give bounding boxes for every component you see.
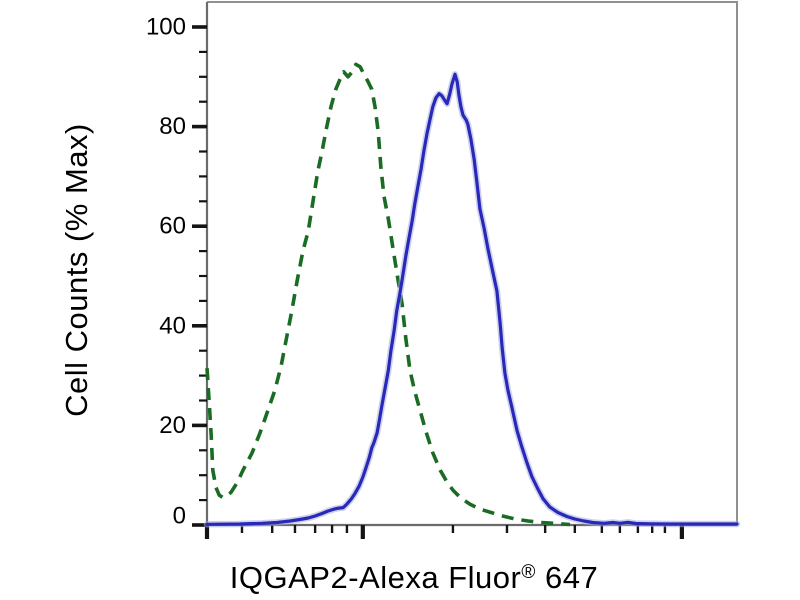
y-tick-label: 40	[159, 312, 186, 339]
x-axis-title-main: IQGAP2-Alexa Fluor	[229, 560, 522, 595]
y-tick-label: 100	[146, 14, 186, 41]
x-axis-title: IQGAP2-Alexa Fluor® 647	[164, 558, 664, 598]
y-tick-label: 80	[159, 113, 186, 140]
y-axis-title: Cell Counts (% Max)	[59, 123, 94, 417]
series-dashed-green	[205, 62, 571, 527]
plot-border-top-right	[207, 1, 738, 525]
y-tick-label: 20	[159, 412, 186, 439]
series-solid-blue	[205, 72, 739, 526]
y-tick-label: 0	[173, 503, 186, 530]
registered-trademark-symbol: ®	[521, 562, 536, 583]
y-tick-label: 60	[159, 213, 186, 240]
x-axis-title-suffix: 647	[535, 560, 599, 595]
